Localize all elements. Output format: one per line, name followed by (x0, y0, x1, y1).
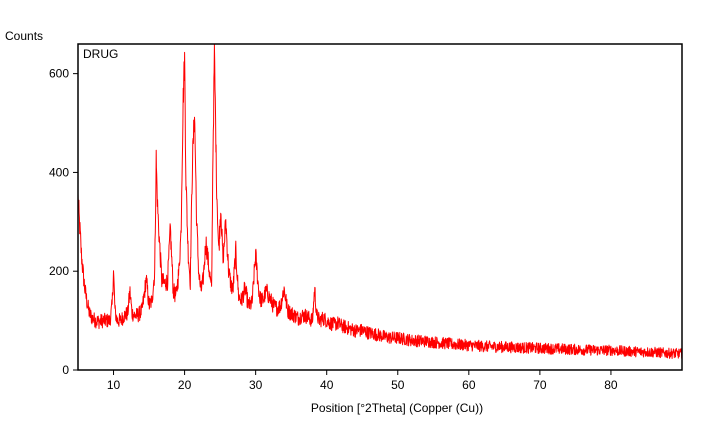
x-tick-label: 30 (249, 378, 263, 392)
x-tick-label: 50 (391, 378, 405, 392)
x-tick-label: 20 (178, 378, 192, 392)
y-axis: 0 200 400 600 (49, 67, 78, 377)
x-tick-label: 60 (462, 378, 476, 392)
x-tick-label: 10 (107, 378, 121, 392)
x-tick-label: 40 (320, 378, 334, 392)
diffraction-trace (77, 44, 683, 360)
x-axis-title: Position [°2Theta] (Copper (Cu)) (311, 401, 483, 415)
x-tick-label: 70 (533, 378, 547, 392)
plot-area (77, 44, 683, 360)
plot-frame (77, 43, 683, 371)
x-axis: 10 20 30 40 50 60 70 80 (107, 370, 618, 392)
chart-title: DRUG (83, 47, 118, 61)
y-tick-label: 0 (62, 363, 69, 377)
y-tick-label: 200 (49, 264, 69, 278)
x-tick-label: 80 (604, 378, 618, 392)
y-tick-label: 400 (49, 165, 69, 179)
y-axis-title: Counts (5, 29, 43, 43)
y-tick-label: 600 (49, 67, 69, 81)
